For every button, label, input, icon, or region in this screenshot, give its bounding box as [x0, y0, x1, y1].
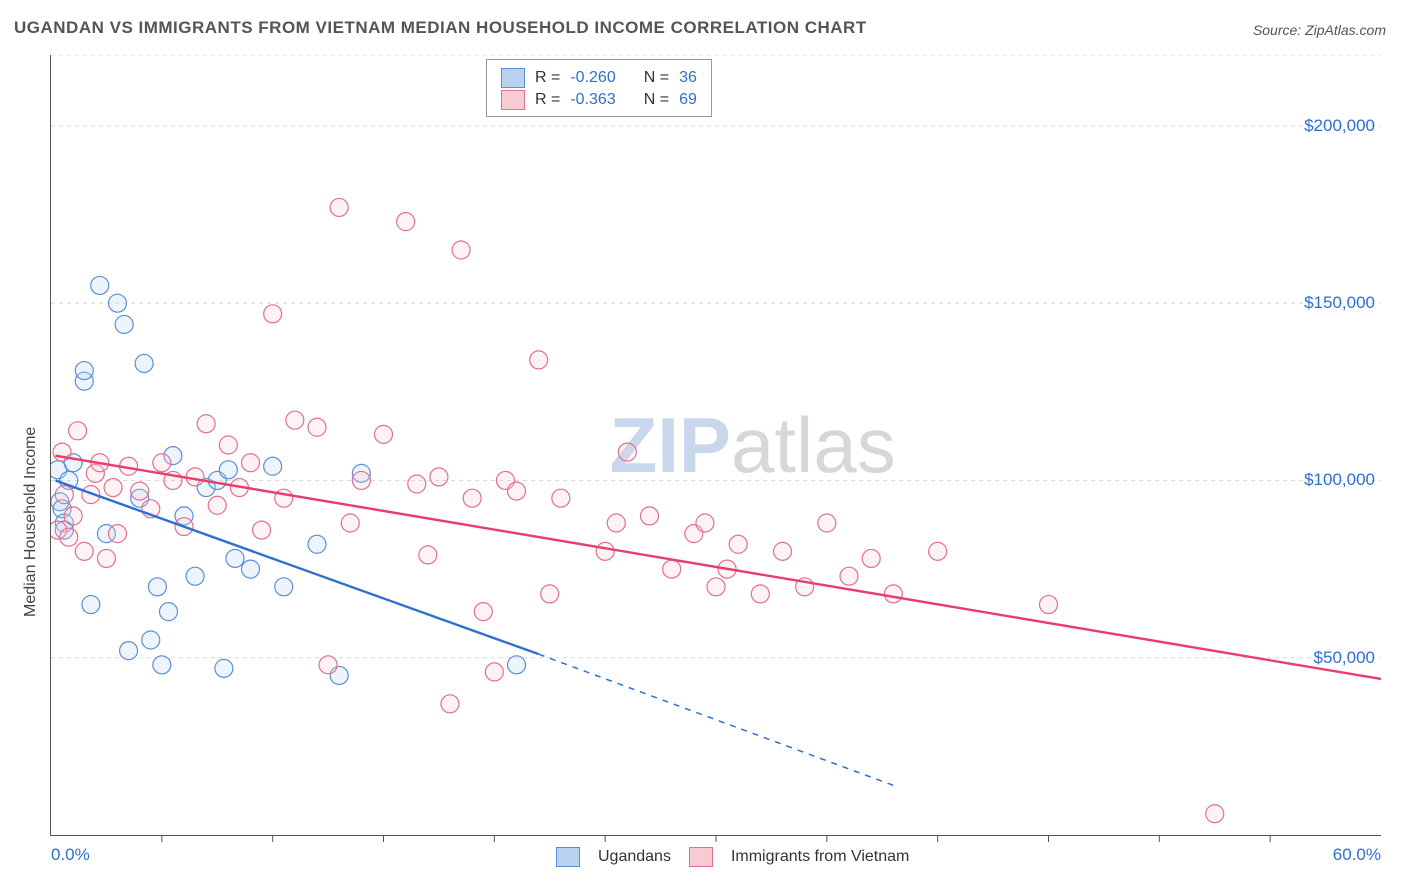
- n-label: N =: [644, 69, 669, 87]
- legend-swatch: [556, 847, 580, 867]
- source-prefix: Source:: [1253, 22, 1305, 38]
- plot-area: ZIPatlas R =-0.260N =36R =-0.363N =69 Ug…: [50, 55, 1381, 836]
- n-label: N =: [644, 91, 669, 109]
- series-legend: Ugandans Immigrants from Vietnam: [556, 847, 909, 867]
- r-label: R =: [535, 69, 560, 87]
- y-axis-label: Median Household Income: [22, 426, 40, 616]
- correlation-row: R = -0.363 N = 69: [501, 90, 697, 110]
- y-tick-label: $100,000: [1304, 470, 1375, 490]
- chart-title: UGANDAN VS IMMIGRANTS FROM VIETNAM MEDIA…: [14, 18, 867, 38]
- legend-swatch: [501, 68, 525, 88]
- x-tick-label-right: 60.0%: [1333, 845, 1381, 865]
- y-tick-label: $50,000: [1314, 648, 1375, 668]
- correlation-legend: R = -0.260 N = 36 R = -0.363 N = 69: [486, 59, 712, 117]
- y-tick-label: $150,000: [1304, 293, 1375, 313]
- r-value: -0.260: [570, 69, 615, 87]
- legend-label: Ugandans: [598, 848, 671, 866]
- r-label: R =: [535, 91, 560, 109]
- x-tick-label-left: 0.0%: [51, 845, 90, 865]
- n-value: 36: [679, 69, 697, 87]
- source-name: ZipAtlas.com: [1305, 22, 1386, 38]
- r-value: -0.363: [570, 91, 615, 109]
- correlation-row: R = -0.260 N = 36: [501, 68, 697, 88]
- source-label: Source: ZipAtlas.com: [1253, 22, 1386, 38]
- y-tick-label: $200,000: [1304, 116, 1375, 136]
- n-value: 69: [679, 91, 697, 109]
- trendlines-layer: [51, 55, 1381, 835]
- legend-swatch: [501, 90, 525, 110]
- legend-swatch: [689, 847, 713, 867]
- chart-container: UGANDAN VS IMMIGRANTS FROM VIETNAM MEDIA…: [0, 0, 1406, 892]
- legend-label: Immigrants from Vietnam: [731, 848, 909, 866]
